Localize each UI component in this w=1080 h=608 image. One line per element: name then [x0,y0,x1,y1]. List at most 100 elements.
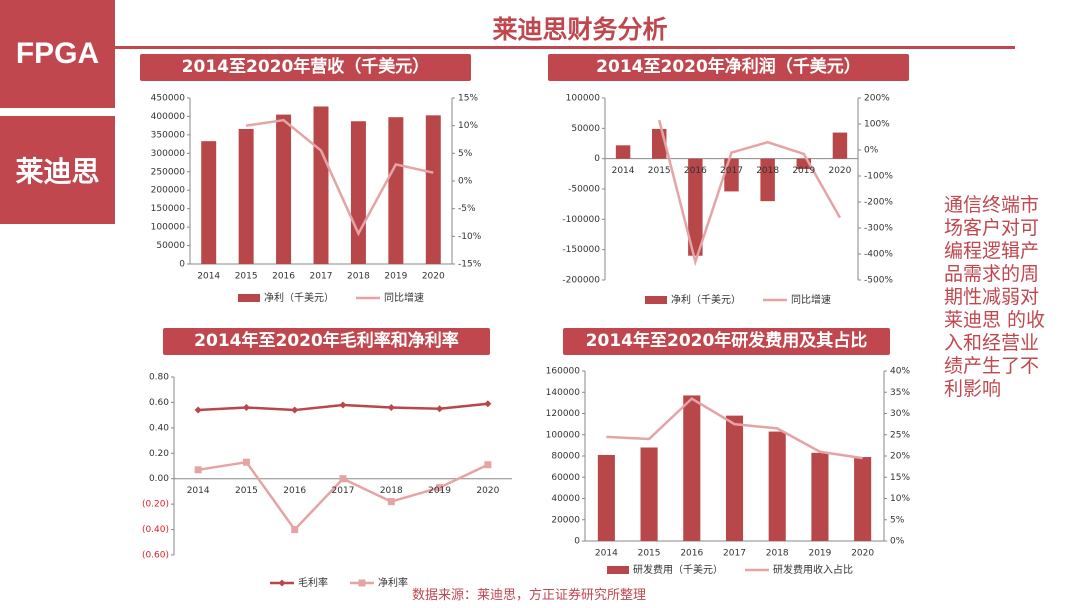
rnd-tick-label-left: 80000 [551,452,580,462]
rnd-tick-label-right: 10% [890,494,910,504]
rnd-category-label: 2018 [766,549,789,559]
margins-tick-label-left: (0.60) [142,551,169,561]
chart-title-rnd: 2014年至2020年研发费用及其占比 [563,328,890,355]
net_income-legend-swatch [645,296,667,304]
rnd-tick-label-right: 40% [890,367,910,377]
revenue-tick-label-left: 250000 [151,167,186,177]
rnd-category-label: 2019 [808,549,831,559]
margins-legend-marker [358,579,366,587]
net_income-bar-2019 [796,158,812,169]
net_income-legend-label: 同比增速 [791,293,831,306]
net_income-category-label: 2016 [684,166,707,176]
data-source: 数据来源：莱迪思，方正证券研究所整理 [412,588,647,603]
net_income-tick-label-right: 200% [864,94,890,104]
revenue-category-label: 2016 [272,272,295,282]
margins-point-0-2019 [436,405,444,413]
rnd-category-label: 2015 [638,549,661,559]
revenue-category-label: 2017 [310,272,333,282]
revenue-category-label: 2019 [384,272,407,282]
revenue-tick-label-right: 0% [458,177,473,187]
revenue-category-label: 2015 [235,272,258,282]
rnd-bar-2016 [683,395,701,541]
rnd-category-label: 2020 [851,549,874,559]
margins-category-label: 2018 [380,486,403,496]
net_income-tick-label-left: 0 [594,154,600,164]
rnd-bar-2014 [597,454,615,541]
margins-point-0-2018 [387,404,395,412]
net_income-bar-2018 [760,158,775,202]
rnd-line-1 [606,397,863,460]
margins-category-label: 2014 [187,486,210,496]
rnd-tick-label-left: 60000 [551,473,580,483]
rnd-bar-2020 [854,457,872,541]
margins-point-0-2015 [242,404,250,412]
margins-point-0-2014 [194,406,202,414]
revenue-bar-2017 [313,106,329,265]
margins-point-1-2017 [339,475,347,483]
revenue-tick-label-right: -10% [458,232,482,242]
revenue-bar-2014 [201,141,217,264]
margins-legend-label: 净利率 [378,576,408,589]
margins-point-1-2015 [242,458,250,466]
net_income-tick-label-left: -150000 [562,245,600,255]
net_income-tick-label-right: -400% [864,250,893,260]
revenue-category-label: 2020 [422,272,445,282]
side-note: 通信终端市场客户对可编程逻辑产品需求的周期性减弱对莱迪思 的收入和经营业绩产生了… [944,194,1046,400]
margins-tick-label-left: 0.40 [149,423,169,433]
margins-tick-label-left: 0.80 [149,373,169,383]
margins-tick-label-left: 0.60 [149,398,169,408]
net_income-legend-label: 净利（千美元） [671,293,741,306]
revenue-legend-label: 同比增速 [384,291,424,304]
revenue-bar-2019 [388,117,404,264]
net_income-tick-label-right: 100% [864,120,890,130]
net_income-tick-label-left: 50000 [571,124,600,134]
net_income-tick-label-left: -100000 [562,215,600,225]
sidebar-tab-fpga[interactable]: FPGA [0,0,115,108]
rnd-tick-label-left: 160000 [546,367,581,377]
net_income-category-label: 2015 [648,166,671,176]
revenue-category-label: 2018 [347,272,370,282]
margins-tick-label-left: (0.20) [142,500,169,510]
revenue-line-1 [245,118,434,237]
net_income-category-label: 2014 [612,166,635,176]
rnd-tick-label-left: 40000 [551,494,580,504]
sidebar-tab-lattice[interactable]: 莱迪思 [0,116,115,224]
margins-category-label: 2017 [332,486,355,496]
revenue-legend-swatch [238,294,260,302]
margins-point-1-2019 [436,484,444,492]
revenue-category-label: 2014 [197,272,220,282]
title-divider [115,46,1015,49]
margins-point-1-2018 [387,498,395,506]
rnd-tick-label-left: 140000 [546,388,581,398]
margins-tick-label-left: 0.00 [149,474,169,484]
net_income-tick-label-right: -500% [864,276,893,286]
net_income-category-label: 2020 [828,166,851,176]
rnd-tick-label-left: 120000 [546,409,581,419]
rnd-tick-label-right: 20% [890,452,910,462]
rnd-tick-label-right: 5% [890,515,905,525]
net_income-bar-2014 [615,145,631,159]
rnd-bar-2018 [768,431,786,541]
revenue-tick-label-left: 50000 [156,241,185,251]
rnd-category-label: 2014 [595,549,618,559]
margins-point-0-2016 [291,406,299,414]
revenue-tick-label-right: -15% [458,260,482,270]
rnd-tick-label-right: 0% [890,537,905,547]
rnd-bar-2015 [640,447,658,541]
revenue-tick-label-left: 200000 [151,186,186,196]
margins-category-label: 2016 [283,486,306,496]
revenue-bar-2018 [350,121,366,265]
revenue-bar-2015 [238,128,254,264]
revenue-tick-label-right: 5% [458,149,473,159]
net_income-line-1 [658,119,842,267]
net_income-bar-2020 [832,132,848,159]
revenue-tick-label-right: 10% [458,121,478,131]
margins-point-1-2014 [194,466,202,474]
margins-legend-marker [278,579,286,587]
rnd-legend-swatch [607,566,629,574]
net_income-bar-2016 [688,158,703,256]
revenue-tick-label-right: -5% [458,204,476,214]
margins-point-1-2016 [291,526,299,534]
net_income-tick-label-right: -300% [864,224,893,234]
revenue-tick-label-left: 400000 [151,112,186,122]
